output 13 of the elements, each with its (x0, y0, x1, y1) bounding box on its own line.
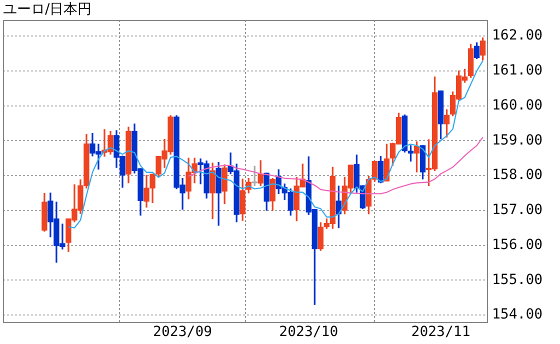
x-tick-label: 2023/10 (279, 324, 338, 340)
y-tick-label: 156.00 (492, 236, 543, 253)
y-tick-label: 160.00 (492, 97, 543, 114)
x-tick-label: 2023/09 (153, 324, 212, 340)
y-tick-label: 162.00 (492, 28, 543, 44)
y-tick-label: 159.00 (492, 132, 543, 148)
y-tick-label: 157.00 (492, 202, 543, 218)
chart-title: ユーロ/日本円 (3, 2, 92, 18)
x-tick-label: 2023/11 (411, 324, 470, 340)
y-tick-label: 154.00 (492, 306, 543, 323)
y-tick-label: 155.00 (492, 272, 543, 288)
y-tick-label: 161.00 (492, 62, 543, 79)
y-tick-label: 158.00 (492, 167, 543, 184)
